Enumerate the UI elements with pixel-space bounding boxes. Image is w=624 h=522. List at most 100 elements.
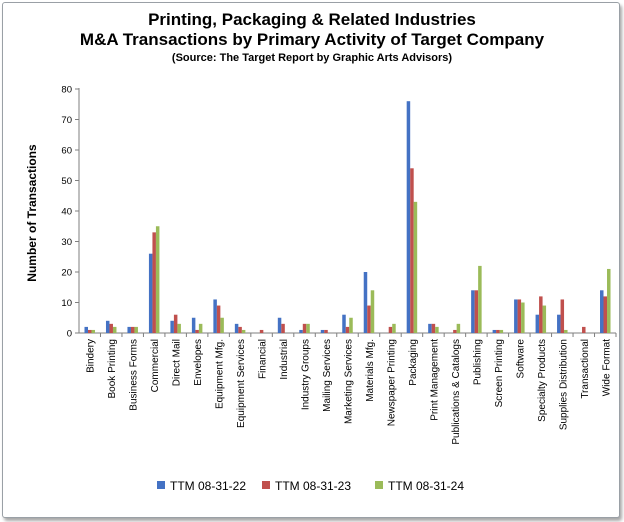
bar bbox=[155, 226, 160, 333]
bar bbox=[435, 326, 439, 333]
bar bbox=[471, 290, 475, 333]
chart-source: (Source: The Target Report by Graphic Ar… bbox=[171, 52, 453, 64]
bar bbox=[216, 305, 221, 333]
legend-label: TTM 08-31-24 bbox=[388, 479, 464, 493]
bar bbox=[91, 329, 95, 333]
bar bbox=[496, 329, 500, 333]
x-tick-label: Transactional bbox=[580, 339, 591, 399]
x-tick-label: Screen Printing bbox=[494, 339, 505, 407]
chart-frame bbox=[2, 2, 620, 518]
bar bbox=[499, 329, 504, 333]
x-tick-label: Book Printing bbox=[107, 339, 118, 398]
y-tick-label: 60 bbox=[61, 146, 72, 157]
bar bbox=[542, 305, 547, 333]
y-tick-label: 50 bbox=[61, 176, 72, 187]
bar bbox=[84, 326, 88, 333]
x-tick-label: Direct Mail bbox=[172, 339, 183, 386]
bar bbox=[410, 168, 414, 333]
bar bbox=[370, 290, 375, 333]
x-tick-label: Equipment Services bbox=[236, 339, 247, 428]
bar bbox=[456, 323, 461, 333]
x-tick-label: Print Management bbox=[429, 339, 440, 421]
bar bbox=[173, 314, 178, 333]
bar bbox=[234, 323, 239, 333]
bar bbox=[281, 323, 285, 333]
bar bbox=[177, 323, 181, 333]
bar bbox=[134, 326, 138, 333]
bar bbox=[105, 320, 110, 333]
bar bbox=[112, 326, 117, 333]
bar bbox=[277, 317, 282, 333]
bar bbox=[406, 101, 411, 333]
bar bbox=[367, 305, 371, 333]
x-tick-label: Specialty Products bbox=[537, 339, 548, 422]
bar bbox=[392, 323, 396, 333]
x-tick-label: Marketing Services bbox=[344, 339, 355, 424]
legend-swatch bbox=[262, 481, 270, 489]
x-tick-label: Equipment Mfg. bbox=[215, 339, 226, 409]
bar bbox=[306, 323, 310, 333]
x-tick-label: Publications & Catalogs bbox=[451, 339, 462, 445]
chart-bars bbox=[84, 101, 611, 333]
y-tick-label: 40 bbox=[61, 207, 72, 218]
bar bbox=[539, 296, 543, 333]
bar bbox=[514, 299, 518, 333]
chart-title: Printing, Packaging & Related Industries bbox=[148, 10, 476, 29]
y-tick-label: 20 bbox=[61, 268, 72, 279]
bar bbox=[560, 299, 565, 333]
x-tick-label: Industry Groups bbox=[301, 339, 312, 410]
y-tick-label: 30 bbox=[61, 237, 72, 248]
bar bbox=[521, 302, 525, 333]
bar bbox=[600, 290, 604, 333]
bar bbox=[492, 329, 497, 333]
x-tick-label: Financial bbox=[258, 339, 269, 379]
bar bbox=[238, 326, 242, 333]
x-tick-label: Software bbox=[515, 339, 526, 379]
bar bbox=[213, 299, 217, 333]
y-axis-label: Number of Transactions bbox=[25, 144, 39, 282]
x-tick-label: Publishing bbox=[472, 339, 483, 385]
x-tick-label: Commercial bbox=[150, 339, 161, 392]
bar bbox=[345, 326, 350, 333]
bar bbox=[302, 323, 307, 333]
legend-label: TTM 08-31-22 bbox=[170, 479, 246, 493]
y-tick-label: 0 bbox=[67, 329, 72, 340]
y-tick-label: 10 bbox=[61, 298, 72, 309]
bar bbox=[241, 329, 246, 333]
bar bbox=[195, 329, 199, 333]
chart-legend: TTM 08-31-22 TTM 08-31-23 TTM 08-31-24 bbox=[157, 479, 464, 493]
bar bbox=[152, 232, 156, 333]
bar bbox=[127, 326, 131, 333]
chart-titles: Printing, Packaging & Related Industries… bbox=[0, 10, 624, 66]
bar bbox=[474, 290, 479, 333]
x-tick-label: Bindery bbox=[86, 339, 97, 373]
bar bbox=[453, 329, 457, 333]
x-tick-label: Packaging bbox=[408, 339, 419, 386]
bar bbox=[198, 323, 203, 333]
bar bbox=[87, 329, 92, 333]
bar bbox=[299, 329, 303, 333]
legend-label: TTM 08-31-23 bbox=[275, 479, 351, 493]
chart-subtitle: M&A Transactions by Primary Activity of … bbox=[79, 30, 545, 49]
bar bbox=[349, 317, 353, 333]
bar bbox=[413, 201, 418, 333]
bar bbox=[582, 326, 586, 333]
bar bbox=[564, 329, 568, 333]
bar bbox=[557, 314, 561, 333]
legend-swatch bbox=[157, 481, 165, 489]
x-tick-label: Industrial bbox=[279, 339, 290, 380]
bar bbox=[428, 323, 432, 333]
bar bbox=[259, 329, 264, 333]
bar bbox=[320, 329, 325, 333]
bar bbox=[148, 253, 153, 333]
bar bbox=[431, 323, 436, 333]
x-tick-label: Newspaper Printing bbox=[386, 339, 397, 426]
legend-swatch bbox=[375, 481, 383, 489]
bar bbox=[342, 314, 346, 333]
bar bbox=[130, 326, 135, 333]
bar bbox=[324, 329, 328, 333]
bar bbox=[607, 268, 611, 333]
x-tick-label: Wide Format bbox=[601, 339, 612, 396]
bar bbox=[517, 299, 522, 333]
chart-labels: Bindery Book Printing Business Forms Commer… bbox=[86, 339, 613, 445]
